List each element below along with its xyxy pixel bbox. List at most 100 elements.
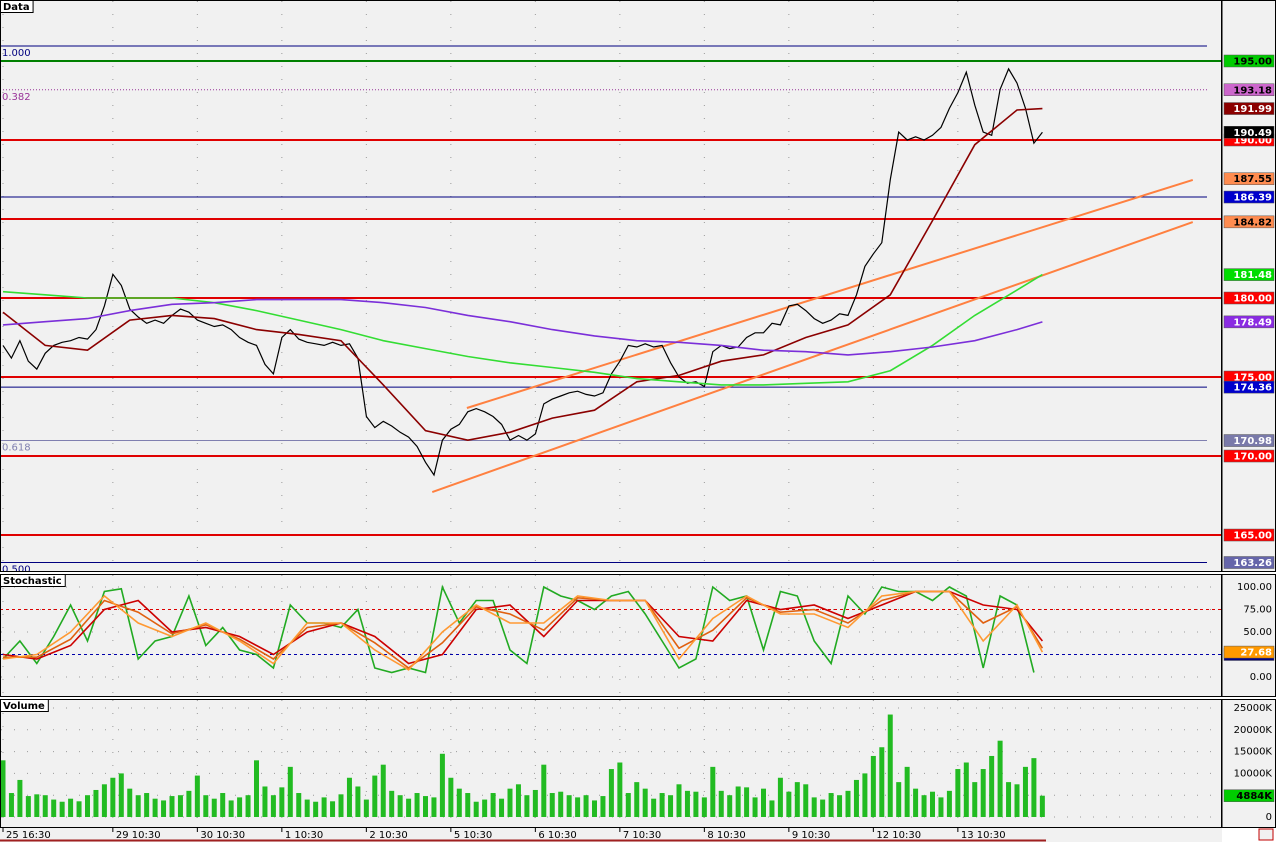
axis-badge-label: 193.18 xyxy=(1233,85,1272,96)
y-tick-label: 0.00 xyxy=(1250,672,1272,683)
axis-badge-label: 170.00 xyxy=(1233,452,1272,463)
volume-bar xyxy=(161,800,167,817)
volume-bar xyxy=(448,777,454,817)
panel-content xyxy=(1,584,1221,674)
level-label: 0.618 xyxy=(2,443,31,454)
series-line xyxy=(3,590,1044,669)
volume-bar xyxy=(541,764,547,817)
volume-bar xyxy=(634,782,640,817)
axis-badge-label: 4884K xyxy=(1236,791,1273,802)
volume-bar xyxy=(363,799,369,817)
y-tick-label: 20000K xyxy=(1234,725,1273,736)
corner-button xyxy=(1258,828,1274,841)
volume-bar xyxy=(668,795,674,817)
volume-bar xyxy=(676,784,682,817)
volume-bar xyxy=(380,764,386,817)
volume-bar xyxy=(887,714,893,817)
volume-bar xyxy=(710,766,716,817)
x-tick-label: 5 10:30 xyxy=(454,830,492,841)
y-tick-label: 0 xyxy=(1266,812,1272,823)
panel-title: Data xyxy=(3,2,30,13)
series-line xyxy=(2,298,1043,356)
volume-bar xyxy=(879,747,885,817)
volume-bar xyxy=(135,795,141,817)
axis-badge xyxy=(1223,645,1275,659)
volume-bar xyxy=(558,791,564,817)
volume-bar xyxy=(220,793,226,817)
volume-bar xyxy=(414,793,420,817)
volume-bar xyxy=(727,795,733,817)
axis-badge xyxy=(1223,172,1275,185)
volume-bar xyxy=(152,798,158,817)
volume-bar xyxy=(262,786,268,817)
volume-bar xyxy=(777,777,783,817)
volume-bar xyxy=(532,789,538,817)
volume-bar xyxy=(313,801,319,817)
volume-bar xyxy=(423,796,429,817)
x-tick-label: 29 10:30 xyxy=(116,830,161,841)
volume-bar xyxy=(642,788,648,817)
volume-bar xyxy=(228,800,234,817)
volume-bar xyxy=(110,777,116,817)
volume-bar xyxy=(330,801,336,817)
volume-bar xyxy=(338,794,344,817)
volume-bar xyxy=(101,784,107,817)
volume-bar xyxy=(1022,766,1028,817)
panel-background xyxy=(0,574,1222,697)
volume-bar xyxy=(592,800,598,817)
axis-badge-label: 184.82 xyxy=(1233,217,1272,228)
volume-bar xyxy=(245,795,251,817)
volume-bar xyxy=(946,790,952,817)
volume-bar xyxy=(186,790,192,817)
volume-bar xyxy=(237,797,243,817)
volume-bar xyxy=(507,788,513,817)
volume-bar xyxy=(499,798,505,817)
y-tick-label: 10000K xyxy=(1234,768,1273,779)
volume-bar xyxy=(761,788,767,817)
volume-bar xyxy=(287,766,293,817)
volume-bar xyxy=(465,793,471,817)
panel-content xyxy=(1,714,1045,817)
panel-title: Volume xyxy=(3,701,45,712)
volume-bar xyxy=(786,791,792,817)
volume-bar xyxy=(355,786,361,817)
trend-line xyxy=(466,179,1194,409)
volume-bar xyxy=(803,784,809,817)
volume-bar xyxy=(346,777,352,817)
axis-badge xyxy=(1223,556,1275,569)
axis-badge xyxy=(1223,449,1275,463)
y-tick-label: 75.00 xyxy=(1243,604,1272,615)
volume-bar xyxy=(279,787,285,817)
y-tick-label: 100.00 xyxy=(1237,582,1272,593)
series-line xyxy=(2,107,1043,442)
axis-badge xyxy=(1223,528,1275,542)
axis-badge xyxy=(1223,434,1275,447)
volume-bar xyxy=(794,782,800,817)
volume-bar xyxy=(68,798,74,817)
y-tick-label: 15000K xyxy=(1234,747,1273,758)
volume-bar xyxy=(93,789,99,817)
series-line xyxy=(2,584,1035,674)
volume-bar xyxy=(904,766,910,817)
volume-bar xyxy=(194,775,200,817)
axis-badge-label: 165.00 xyxy=(1233,531,1272,542)
volume-bar xyxy=(51,799,57,817)
axis-badge xyxy=(1223,789,1275,802)
volume-bar xyxy=(127,788,133,817)
level-label: 1.000 xyxy=(2,48,31,59)
volume-bar xyxy=(972,782,978,817)
volume-bar xyxy=(963,762,969,817)
series-line xyxy=(2,67,1043,477)
axis-badge-label: 27.68 xyxy=(1240,648,1272,659)
axis-badge-label: 163.26 xyxy=(1233,558,1272,569)
axis-badge xyxy=(1223,83,1275,97)
volume-bar xyxy=(59,801,65,817)
volume-bar xyxy=(524,795,530,817)
level-label: 0.500 xyxy=(2,565,31,576)
axis-badge-label: 180.00 xyxy=(1233,294,1272,305)
volume-bar xyxy=(980,769,986,817)
axis-badge-label: 195.00 xyxy=(1233,56,1272,67)
volume-bar xyxy=(406,798,412,817)
volume-bar xyxy=(490,793,496,817)
